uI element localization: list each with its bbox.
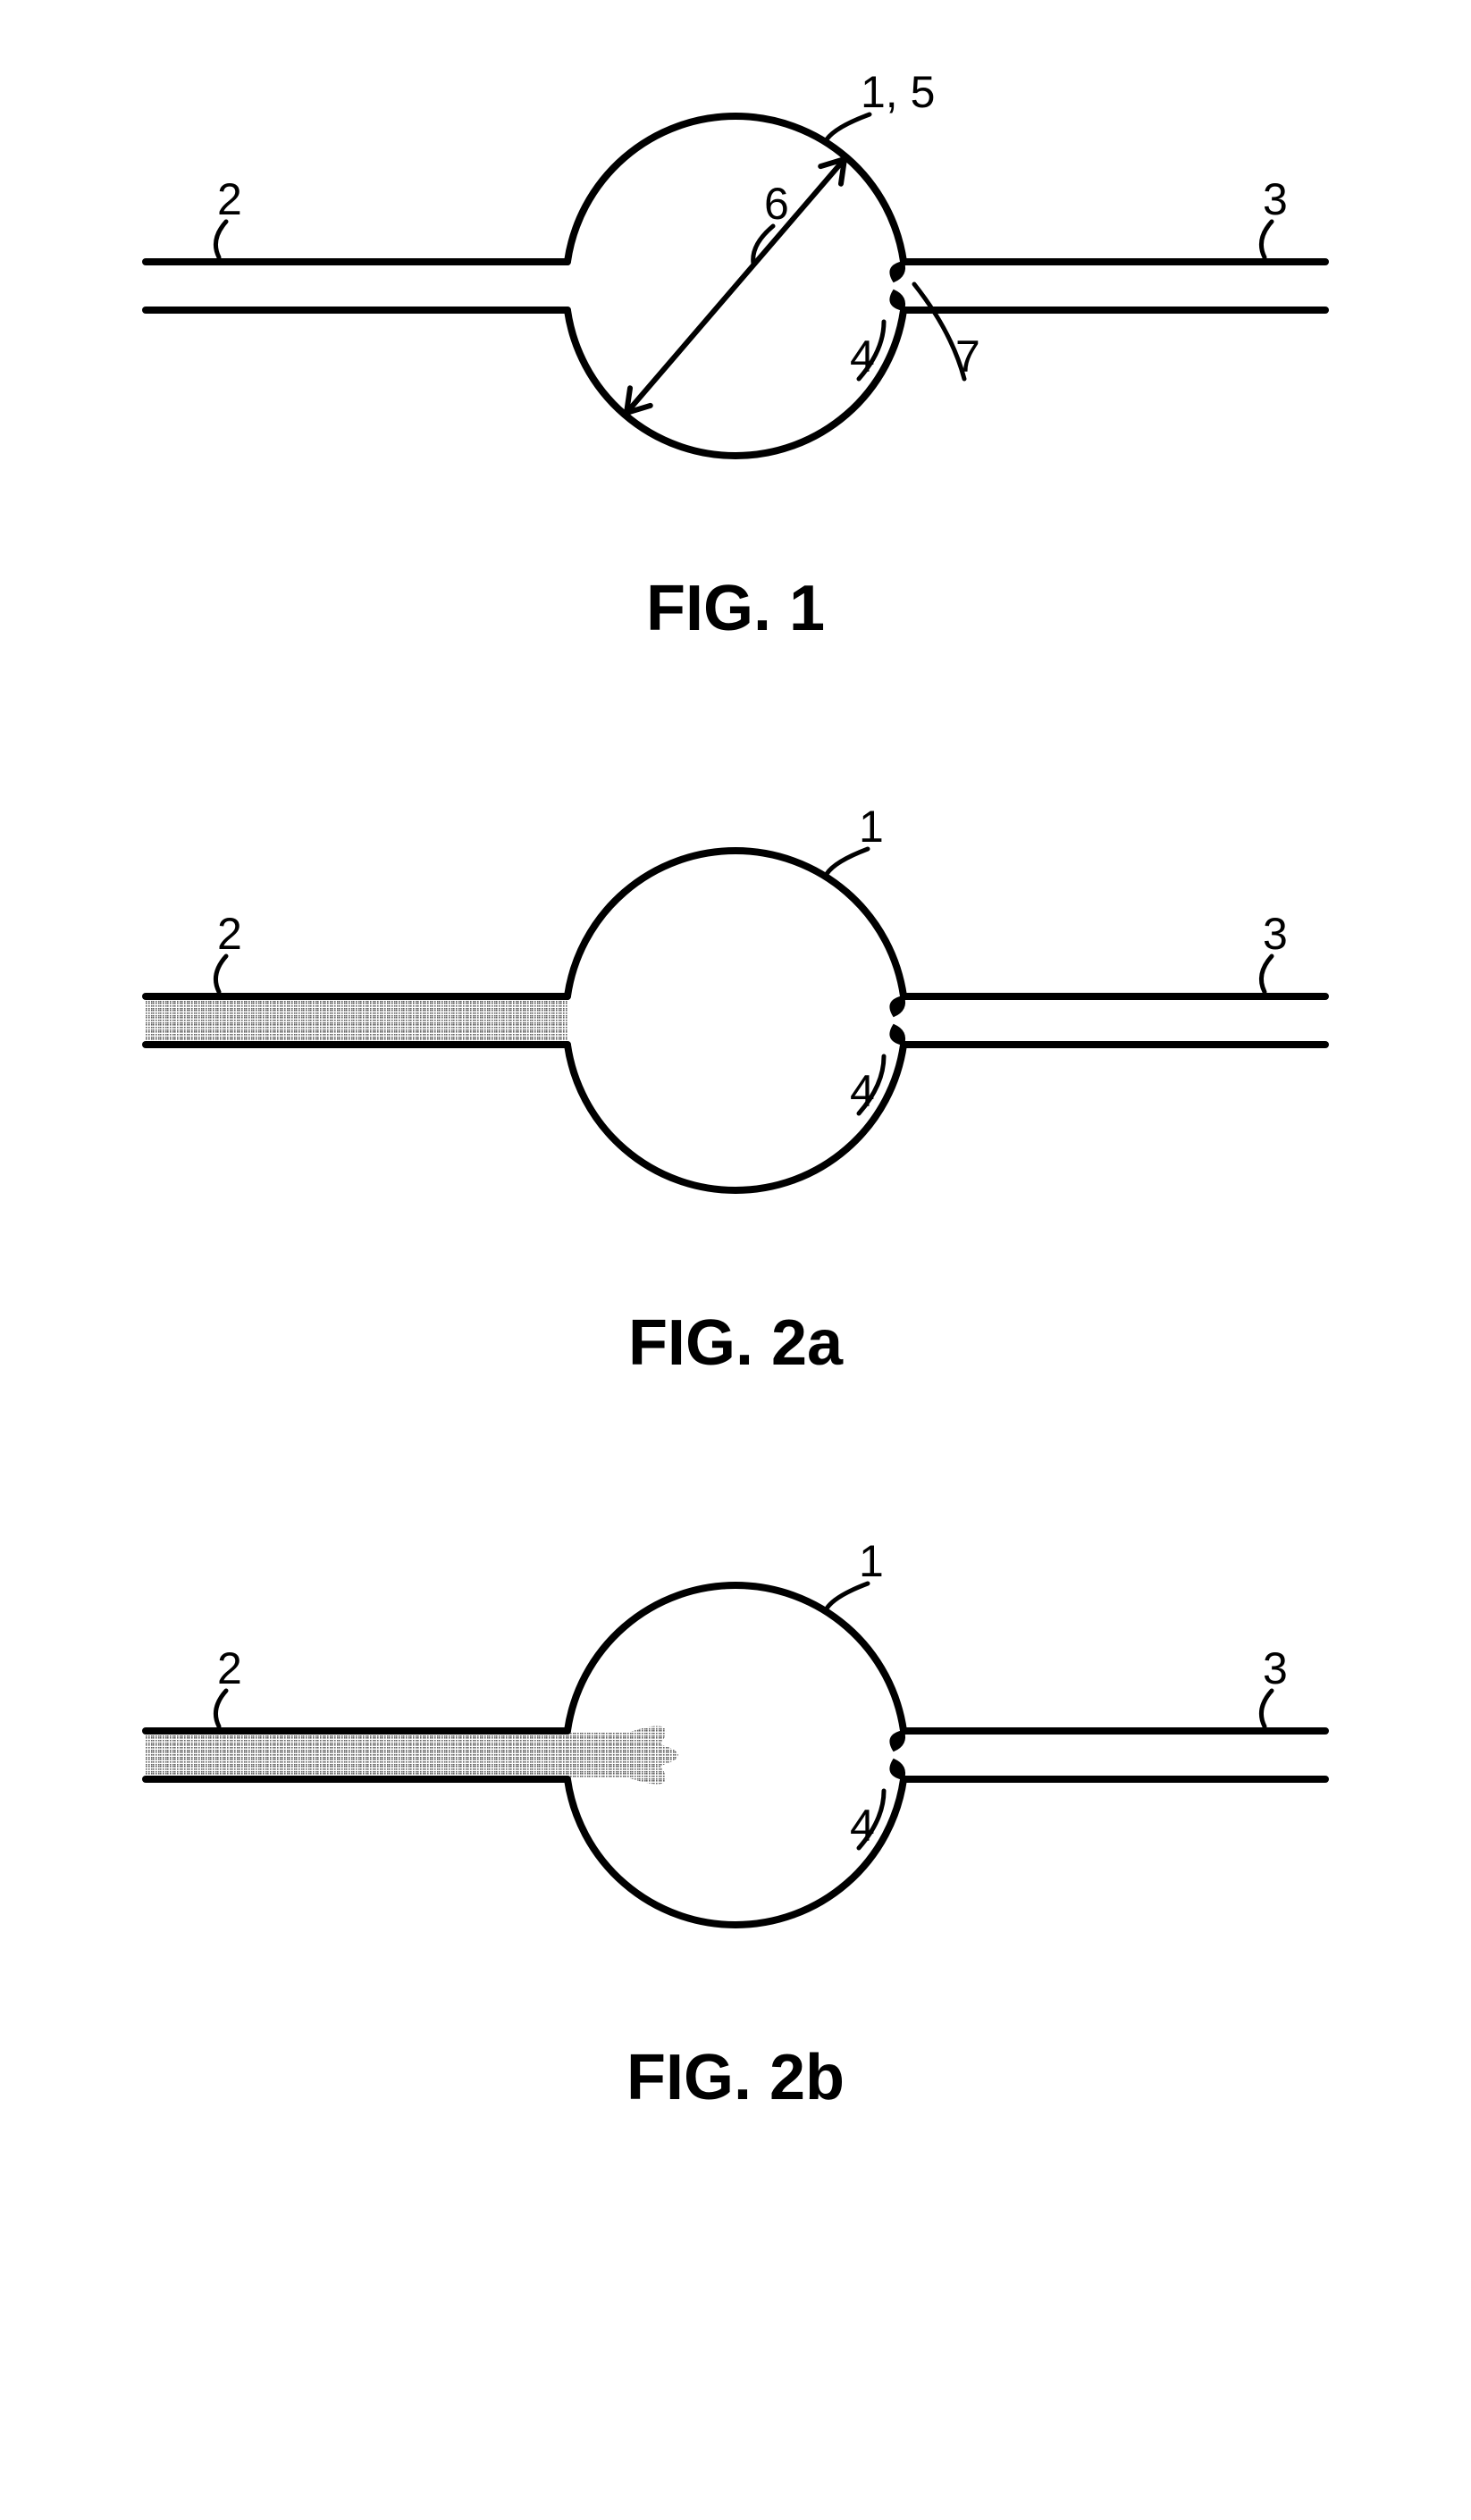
valve-flap-top — [890, 1731, 904, 1751]
leader-line — [827, 114, 870, 139]
diagram-svg: 1 2 3 4 — [110, 788, 1361, 1253]
fluid-fill — [146, 997, 567, 1044]
reference-label: 4 — [850, 1801, 875, 1851]
valve-flap-bottom — [890, 290, 904, 310]
reference-label: 2 — [217, 909, 242, 959]
fluid-fill — [146, 1726, 678, 1785]
leader-line — [1261, 956, 1272, 992]
valve-flap-bottom — [890, 1025, 904, 1045]
figure-caption: FIG. 2a — [110, 1306, 1361, 1380]
leader-line — [215, 1691, 226, 1726]
valve-flap-top — [890, 996, 904, 1016]
chamber-arc-upper — [567, 851, 904, 996]
leader-line — [215, 222, 226, 257]
diagram-svg: 1 2 3 4 — [110, 1523, 1361, 1987]
diameter-arrow-line — [626, 159, 845, 413]
chamber-arc-upper — [567, 116, 904, 262]
reference-label: 4 — [850, 332, 875, 382]
reference-label: 2 — [217, 1643, 242, 1693]
leader-line — [1261, 1691, 1272, 1726]
leader-line — [827, 849, 868, 874]
diagram-svg: 1, 5 2 3 6 4 7 — [110, 54, 1361, 518]
reference-label: 3 — [1263, 909, 1288, 959]
figure-fig2b: 1 2 3 4 FIG. 2b — [110, 1523, 1361, 2222]
chamber-arc-upper — [567, 1585, 904, 1731]
figure-caption: FIG. 2b — [110, 2041, 1361, 2114]
leader-line — [1261, 222, 1272, 257]
figure-container: 1, 5 2 3 6 4 7 FIG. 1 1 2 3 4 FIG. 2a 1 2 3 4 FIG. 2b — [0, 54, 1471, 2257]
reference-label: 1 — [859, 802, 884, 852]
reference-label: 4 — [850, 1066, 875, 1116]
leader-line — [827, 1583, 868, 1609]
reference-label: 2 — [217, 174, 242, 224]
reference-label: 7 — [955, 332, 980, 382]
valve-flap-bottom — [890, 1760, 904, 1779]
reference-label: 6 — [764, 179, 789, 229]
figure-fig2a: 1 2 3 4 FIG. 2a — [110, 788, 1361, 1487]
leader-line — [215, 956, 226, 992]
reference-label: 3 — [1263, 1643, 1288, 1693]
figure-caption: FIG. 1 — [110, 572, 1361, 645]
figure-fig1: 1, 5 2 3 6 4 7 FIG. 1 — [110, 54, 1361, 752]
reference-label: 3 — [1263, 174, 1288, 224]
reference-label: 1, 5 — [861, 67, 935, 117]
reference-label: 1 — [859, 1536, 884, 1586]
valve-flap-top — [890, 262, 904, 281]
